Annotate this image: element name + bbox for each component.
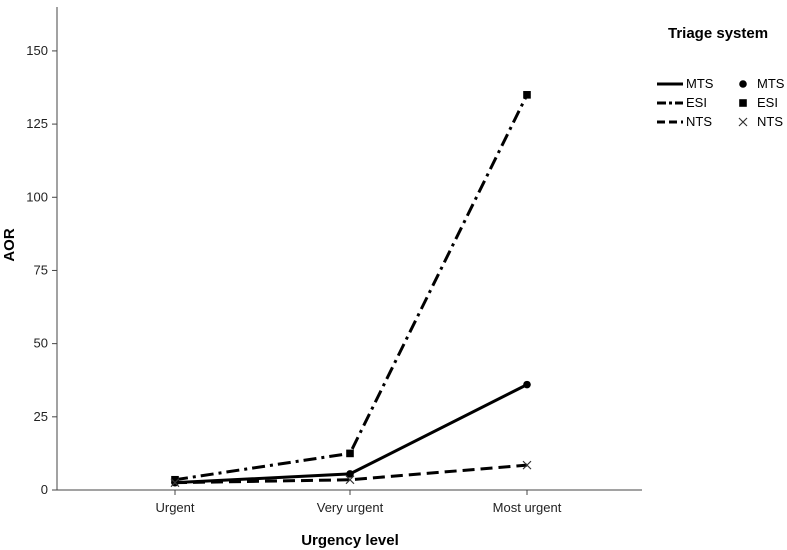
data-point-nts bbox=[345, 475, 355, 485]
data-point-esi bbox=[346, 449, 354, 458]
data-point-mts bbox=[346, 470, 354, 478]
legend: Triage system MTS ESI NTS MTS ESI NTS bbox=[657, 25, 785, 129]
series-line-mts bbox=[174, 383, 528, 485]
legend-marker-swatch bbox=[739, 99, 747, 107]
series-line-esi bbox=[174, 94, 529, 482]
y-tick-label: 0 bbox=[41, 482, 48, 497]
series-esi bbox=[171, 91, 531, 484]
legend-title: Triage system bbox=[668, 25, 768, 42]
series-layer bbox=[170, 91, 532, 488]
x-tick-label: Urgent bbox=[155, 500, 194, 515]
legend-marker-label: MTS bbox=[757, 76, 785, 91]
legend-line-label: MTS bbox=[686, 76, 714, 91]
legend-marker-label: ESI bbox=[757, 95, 778, 110]
legend-marker-swatch bbox=[739, 80, 747, 88]
legend-marker-label: NTS bbox=[757, 114, 783, 129]
y-tick-label: 25 bbox=[34, 409, 48, 424]
y-tick-label: 150 bbox=[26, 43, 48, 58]
x-tick-label: Very urgent bbox=[317, 500, 384, 515]
series-line-nts bbox=[174, 463, 528, 485]
x-tick-label: Most urgent bbox=[493, 500, 562, 515]
legend-marker-swatch bbox=[738, 117, 748, 127]
data-point-nts bbox=[522, 460, 532, 470]
legend-line-label: ESI bbox=[686, 95, 707, 110]
data-point-mts bbox=[523, 380, 531, 389]
y-tick-label: 100 bbox=[26, 189, 48, 204]
x-axis-title: Urgency level bbox=[301, 532, 399, 549]
axes: 0 25 50 75 100 125 150 Urgent Very urgent Most ur… bbox=[26, 7, 642, 515]
data-point-nts bbox=[170, 478, 180, 488]
y-tick-label: 125 bbox=[26, 116, 48, 131]
legend-line-label: NTS bbox=[686, 114, 712, 129]
data-point-esi bbox=[171, 475, 179, 484]
series-nts bbox=[170, 460, 532, 488]
data-point-esi bbox=[523, 91, 531, 99]
y-axis-title: AOR bbox=[1, 228, 18, 262]
y-tick-label: 50 bbox=[34, 336, 48, 351]
y-tick-label: 75 bbox=[34, 262, 48, 277]
series-mts bbox=[171, 380, 531, 487]
